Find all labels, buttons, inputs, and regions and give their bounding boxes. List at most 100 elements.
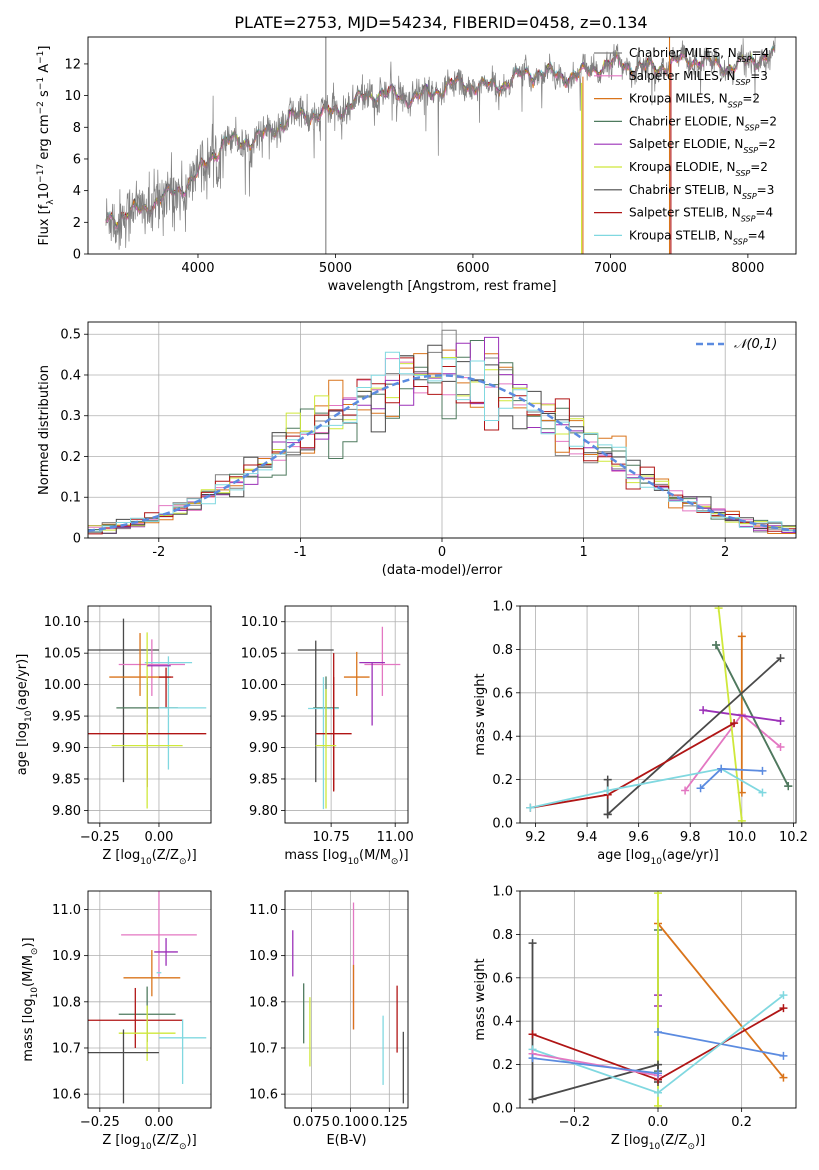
y-tick-label: 9.95 [249, 710, 278, 725]
y-tick-label: 9.90 [52, 741, 81, 756]
x-axis-label: wavelength [Angstrom, rest frame] [328, 279, 557, 294]
mass-weight-series [526, 719, 739, 812]
x-tick-label: 0 [438, 545, 446, 560]
errorbar-point [88, 618, 159, 783]
x-axis-label: mass [log10(M/M⊙)] [284, 848, 408, 867]
legend-entry: Salpeter ELODIE, NSSP=2 [629, 137, 776, 155]
errorbar-point [121, 891, 197, 977]
x-tick-label: 0.2 [731, 1115, 752, 1130]
y-tick-label: 9.85 [52, 772, 81, 787]
x-tick-label: 6000 [456, 261, 489, 276]
y-tick-label: 0.5 [60, 328, 81, 343]
y-tick-label: 0 [73, 532, 81, 547]
x-tick-label: 5000 [319, 261, 352, 276]
errorbar-point [343, 651, 370, 696]
plot-area [297, 626, 401, 810]
weight-marker [717, 764, 726, 773]
errorbar-point [158, 1019, 207, 1084]
weight-marker [654, 1028, 662, 1037]
y-tick-label: 1.0 [492, 885, 513, 900]
errorbar-point [88, 1029, 159, 1104]
y-tick-label: 8 [73, 121, 81, 136]
y-axis-label: Flux [fλ10−17 erg cm−2 s−1 A−1] [36, 46, 56, 246]
y-tick-label: 1.0 [492, 600, 513, 615]
weight-marker [526, 803, 535, 812]
x-axis-label: age [log10(age/yr)] [597, 848, 719, 867]
y-tick-label: 10.7 [249, 1041, 278, 1056]
y-tick-label: 10.10 [241, 615, 278, 630]
x-tick-label: 7000 [594, 261, 627, 276]
x-axis-label: Z [log10(Z/Z⊙)] [102, 848, 196, 867]
plot-area [105, 37, 776, 254]
legend-entry: Chabrier MILES, NSSP=4 [629, 46, 769, 64]
weight-marker [784, 782, 793, 791]
y-tick-label: 6 [73, 152, 81, 167]
y-tick-label: 12 [64, 57, 81, 72]
legend-entry: Salpeter MILES, NSSP=3 [629, 69, 768, 87]
mass-weight-series [699, 706, 785, 726]
legend-entry: Kroupa STELIB, NSSP=4 [629, 228, 765, 246]
residual-histogram [88, 351, 796, 538]
x-tick-label: 11.00 [377, 830, 414, 845]
y-tick-label: 10.00 [241, 678, 278, 693]
weight-marker [730, 719, 739, 728]
y-tick-label: 0.4 [492, 1015, 513, 1030]
x-axis-label: Z [log10(Z/Z⊙)] [102, 1133, 196, 1152]
weight-marker [603, 775, 612, 784]
errorbar-point [88, 987, 183, 1048]
y-axis-label: age [log10(age/yr)] [15, 654, 34, 776]
mass-weight-series [737, 632, 746, 797]
weight-marker [737, 632, 746, 641]
age-vs-metallicity-panel: −0.25 0.00 9.80 9.85 9.90 9.95 10.00 10.05 10.10… [15, 605, 212, 867]
x-tick-label: 9.6 [628, 830, 649, 845]
plot-area [528, 891, 788, 1108]
plot-area [526, 606, 793, 823]
x-axis-label: E(B-V) [326, 1133, 366, 1148]
y-tick-label: 10.8 [52, 995, 81, 1010]
mass-weight-series [528, 1004, 788, 1084]
y-axis-label: mass [log10(M/M⊙)] [21, 937, 40, 1061]
legend-entry: Kroupa MILES, NSSP=2 [629, 92, 760, 110]
y-tick-label: 9.80 [52, 804, 81, 819]
mass-weight-series [714, 606, 746, 823]
y-tick-label: 0.4 [492, 730, 513, 745]
x-tick-label: 9.8 [680, 830, 701, 845]
axes-frame [519, 605, 797, 824]
x-tick-label: 0.125 [371, 1115, 408, 1130]
errorbar-point [359, 661, 385, 726]
y-tick-label: 0.8 [492, 928, 513, 943]
weight-marker [654, 891, 662, 898]
x-tick-label: −0.25 [80, 830, 120, 845]
y-tick-label: 9.80 [249, 804, 278, 819]
gaussian-curve [88, 374, 796, 533]
y-tick-label: 10.9 [52, 949, 81, 964]
weight-marker [779, 1004, 788, 1013]
weight-marker [681, 786, 690, 795]
legend-entry: 𝒩(0,1) [734, 337, 777, 352]
y-tick-label: 10.10 [44, 615, 81, 630]
y-tick-label: 0.1 [60, 491, 81, 506]
weight-marker [654, 1060, 662, 1069]
weight-marker [528, 939, 537, 948]
y-tick-label: 10.6 [52, 1088, 81, 1103]
errorbar-point [118, 1005, 176, 1061]
y-tick-label: 10.6 [249, 1088, 278, 1103]
weight-marker [654, 1088, 662, 1097]
y-tick-label: 9.85 [249, 772, 278, 787]
legend-entry: Salpeter STELIB, NSSP=4 [629, 206, 773, 224]
y-axis-label: mass weight [473, 958, 488, 1040]
weight-marker [603, 810, 612, 819]
mass-weight-vs-age-panel: 9.2 9.4 9.6 9.8 10.0 10.2 0.0 0.2 0.4 0.6 0.8 1.0 ag… [473, 600, 808, 868]
y-tick-label: 0.2 [492, 1058, 513, 1073]
y-tick-label: 0.2 [60, 450, 81, 465]
mass-vs-extinction-panel: 0.075 0.100 0.125 10.6 10.7 10.8 10.9 11.0 E(B-V… [249, 890, 409, 1148]
legend-entry: Chabrier ELODIE, NSSP=2 [629, 114, 777, 131]
plot-area [88, 891, 207, 1104]
weight-marker [776, 743, 785, 752]
spectrum-legend: Chabrier MILES, NSSP=4 Salpeter MILES, NS… [594, 46, 777, 246]
x-tick-label: 9.4 [577, 830, 598, 845]
errorbar-point [118, 639, 185, 696]
residuals-histogram-panel: -2 -1 0 1 2 0 0.1 0.2 0.3 0.4 0.5 (data-model)/erro… [37, 321, 797, 578]
x-tick-label: 9.2 [525, 830, 546, 845]
